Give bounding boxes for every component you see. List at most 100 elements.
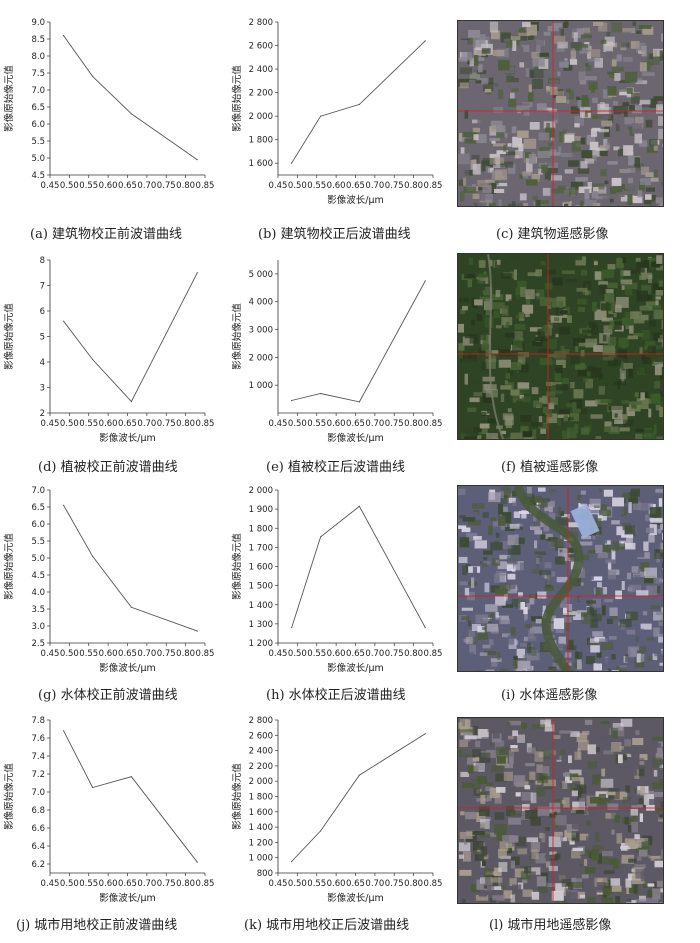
image-texture [655, 404, 661, 411]
image-texture [544, 585, 554, 591]
image-texture [537, 806, 550, 816]
image-texture [556, 384, 568, 391]
x-tick-label: 0.70 [365, 649, 384, 659]
image-texture [506, 254, 520, 259]
image-texture [609, 71, 619, 78]
image-texture [607, 570, 617, 580]
data-point [196, 630, 198, 632]
image-texture [639, 275, 646, 280]
image-texture [580, 613, 592, 625]
image-texture [642, 883, 648, 888]
image-texture [458, 323, 464, 333]
image-texture [600, 169, 607, 177]
image-texture [610, 878, 621, 886]
image-texture [628, 156, 641, 164]
image-texture [560, 749, 566, 758]
image-texture [532, 196, 538, 200]
image-texture [577, 298, 588, 305]
river [513, 486, 584, 671]
image-texture [478, 280, 486, 291]
image-texture [515, 149, 523, 159]
image-texture [473, 409, 482, 419]
image-texture [532, 429, 537, 439]
image-texture [501, 541, 514, 549]
image-texture [543, 562, 552, 569]
image-texture [583, 417, 591, 426]
image-texture [628, 584, 642, 593]
image-texture [518, 143, 524, 152]
image-texture [504, 333, 517, 338]
image-texture [585, 76, 597, 81]
image-texture [605, 142, 610, 151]
image-texture [631, 566, 639, 573]
data-point [62, 730, 65, 732]
image-texture [601, 768, 606, 777]
image-texture [636, 163, 644, 171]
image-texture [646, 146, 658, 153]
image-texture [472, 780, 476, 785]
image-texture [563, 129, 567, 134]
image-texture [531, 173, 541, 182]
image-texture [512, 661, 521, 669]
image-texture [542, 187, 551, 196]
image-texture [625, 542, 636, 550]
image-texture [630, 821, 638, 833]
image-texture [659, 507, 663, 513]
image-texture [472, 37, 481, 48]
image-texture [567, 669, 574, 671]
image-texture [546, 86, 558, 96]
image-texture [480, 575, 488, 585]
image-texture [619, 168, 631, 173]
image-texture [462, 565, 468, 576]
image-texture [547, 199, 555, 206]
image-texture [525, 763, 535, 767]
image-texture [482, 185, 492, 193]
image-texture [648, 408, 652, 418]
image-texture [625, 753, 632, 757]
image-texture [623, 419, 634, 427]
image-texture [620, 270, 631, 276]
image-texture [633, 884, 638, 894]
image-texture [484, 651, 497, 655]
x-tick-label: 0.55 [79, 879, 98, 889]
image-texture [522, 396, 531, 403]
image-texture [495, 289, 501, 297]
image-texture [637, 724, 641, 733]
image-texture [649, 507, 662, 518]
image-texture [520, 642, 533, 647]
image-texture [524, 801, 536, 812]
x-tick-label: 0.75 [157, 879, 176, 889]
image-texture [595, 769, 606, 774]
image-texture [611, 654, 616, 660]
image-texture [556, 425, 560, 434]
image-texture [597, 582, 602, 588]
image-texture [577, 495, 583, 501]
image-texture [613, 359, 621, 366]
x-tick-label: 0.45 [41, 419, 60, 429]
image-texture [590, 576, 603, 581]
image-texture [490, 613, 495, 621]
image-texture [653, 50, 657, 57]
image-texture [465, 427, 472, 438]
image-texture [483, 561, 491, 565]
image-texture [632, 738, 644, 746]
image-texture [490, 585, 500, 593]
image-texture [572, 847, 584, 851]
y-tick-label: 1 800 [249, 136, 273, 146]
x-tick-label: 0.85 [196, 419, 215, 429]
image-texture [595, 746, 600, 753]
image-texture [571, 48, 575, 58]
image-texture [552, 662, 560, 670]
image-texture [506, 722, 511, 727]
image-texture [659, 902, 663, 903]
image-texture [509, 835, 519, 843]
x-tick-label: 0.80 [176, 181, 195, 191]
image-texture [648, 305, 662, 311]
image-texture [579, 894, 585, 898]
image-texture [485, 832, 497, 837]
image-texture [645, 187, 655, 192]
image-texture [494, 169, 507, 181]
image-texture [611, 812, 617, 819]
image-texture [551, 507, 560, 514]
image-texture [605, 832, 611, 838]
